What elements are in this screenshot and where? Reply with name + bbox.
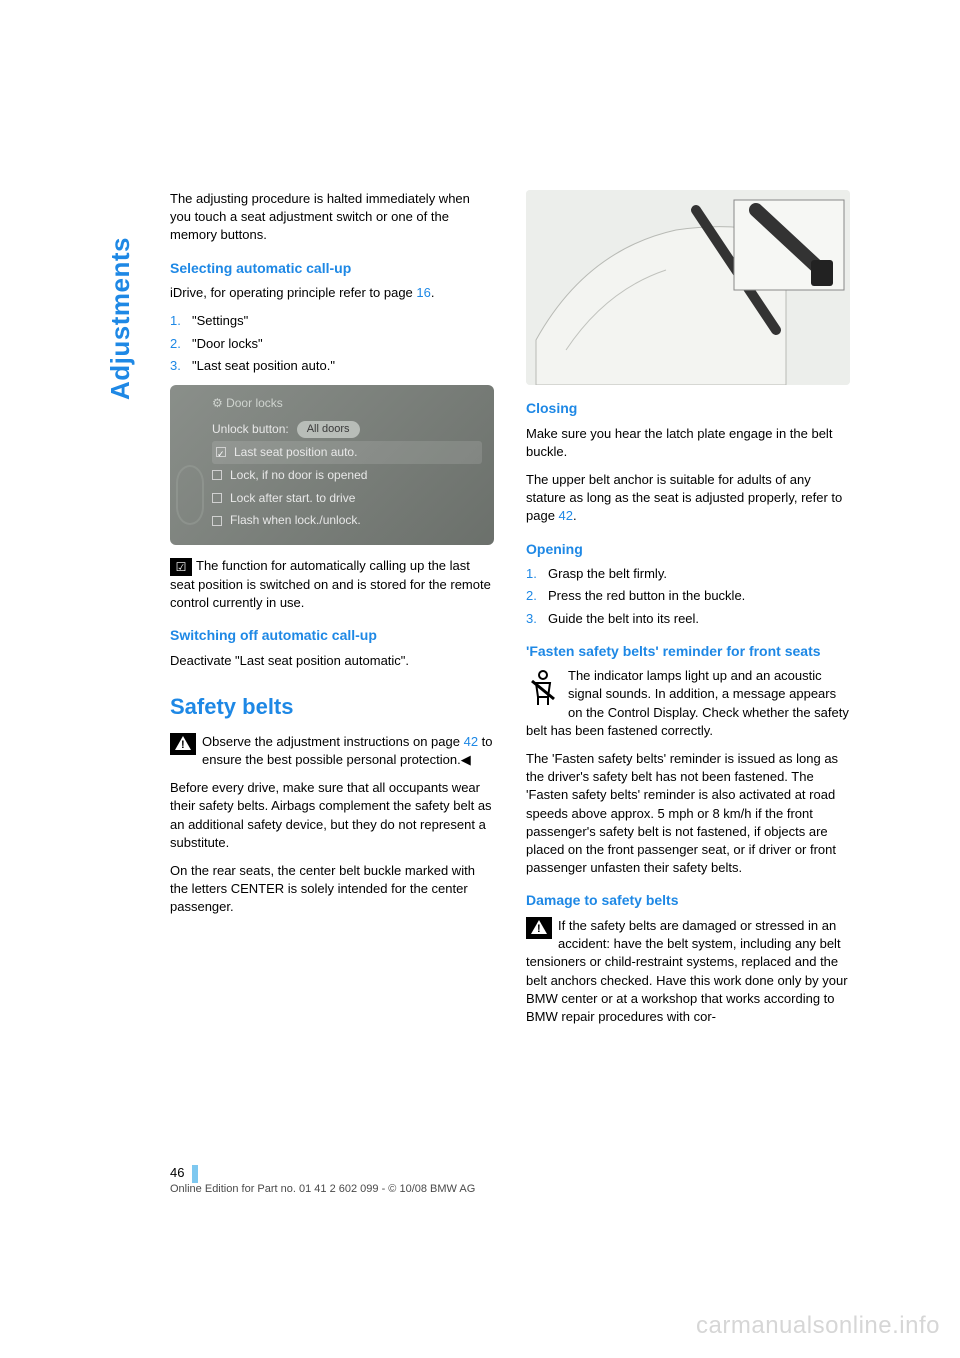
page-content: The adjusting procedure is halted immedi… [170, 190, 850, 1036]
idrive-ref-text: iDrive, for operating principle refer to… [170, 284, 494, 302]
right-column: Closing Make sure you hear the latch pla… [526, 190, 850, 1036]
heading-selecting-auto-callup: Selecting automatic call-up [170, 259, 494, 279]
step-number: 2. [526, 587, 537, 605]
func-stored-text: ☑The function for automatically calling … [170, 557, 494, 612]
switch-off-body: Deactivate "Last seat position automatic… [170, 652, 494, 670]
func-text-body: The function for automatically calling u… [170, 558, 491, 610]
heading-opening: Opening [526, 540, 850, 560]
seatbelt-illustration [526, 190, 850, 385]
step-item: 2. Press the red button in the buckle. [526, 587, 850, 605]
page-ref-42: 42 [464, 734, 478, 749]
page-footer: 46 Online Edition for Part no. 01 41 2 6… [170, 1165, 850, 1195]
step-text: Guide the belt into its reel. [548, 611, 699, 626]
end-marker-icon: ◀ [461, 752, 471, 767]
closing-p1: Make sure you hear the latch plate engag… [526, 425, 850, 461]
screenshot-row: Lock, if no door is opened [212, 464, 482, 487]
step-text: "Settings" [192, 313, 248, 328]
heading-safety-belts: Safety belts [170, 692, 494, 723]
steps-list-auto-callup: 1. "Settings" 2. "Door locks" 3. "Last seat… [170, 312, 494, 375]
left-column: The adjusting procedure is halted immedi… [170, 190, 494, 1036]
unlock-label: Unlock button: [212, 421, 289, 438]
checkbox-icon [212, 470, 222, 480]
footer-edition-line: Online Edition for Part no. 01 41 2 602 … [170, 1183, 475, 1195]
footer-accent-bar [192, 1165, 198, 1183]
seatbelt-svg [526, 190, 850, 385]
heading-switch-off: Switching off automatic call-up [170, 626, 494, 646]
safety-warn-paragraph: Observe the adjustment instructions on p… [170, 733, 494, 769]
row-label: Lock, if no door is opened [230, 467, 367, 484]
row-label: Last seat position auto. [234, 444, 357, 461]
row-label: Flash when lock./unlock. [230, 512, 361, 529]
step-text: "Door locks" [192, 336, 263, 351]
step-number: 1. [526, 565, 537, 583]
warn-text-a: Observe the adjustment instructions on p… [202, 734, 464, 749]
fasten-p1: The indicator lamps light up and an acou… [526, 667, 850, 740]
seatbelt-indicator-icon [526, 667, 560, 707]
idrive-text-b: . [431, 285, 435, 300]
heading-fasten-reminder: 'Fasten safety belts' reminder for front… [526, 642, 850, 662]
step-item: 3. "Last seat position auto." [170, 357, 494, 375]
closing-p2: The upper belt anchor is suitable for ad… [526, 471, 850, 526]
fasten-p2: The 'Fasten safety belts' reminder is is… [526, 750, 850, 877]
warning-icon [526, 917, 552, 939]
screenshot-title: ⚙ Door locks [212, 395, 482, 412]
step-text: Press the red button in the buckle. [548, 588, 745, 603]
step-item: 1. Grasp the belt firmly. [526, 565, 850, 583]
step-number: 3. [526, 610, 537, 628]
safety-p2: Before every drive, make sure that all o… [170, 779, 494, 852]
screenshot-row-unlock: Unlock button: All doors [212, 418, 482, 441]
intro-paragraph: The adjusting procedure is halted immedi… [170, 190, 494, 245]
idrive-text-a: iDrive, for operating principle refer to… [170, 285, 416, 300]
step-item: 3. Guide the belt into its reel. [526, 610, 850, 628]
step-text: "Last seat position auto." [192, 358, 335, 373]
page-number: 46 [170, 1165, 184, 1180]
checkbox-list-icon: ☑ [170, 558, 192, 576]
step-number: 3. [170, 357, 181, 375]
screenshot-row: Lock after start. to drive [212, 487, 482, 510]
screenshot-row: Last seat position auto. [212, 441, 482, 464]
step-number: 2. [170, 335, 181, 353]
watermark-text: carmanualsonline.info [696, 1312, 940, 1340]
closing-p2b: . [573, 508, 577, 523]
step-number: 1. [170, 312, 181, 330]
page-ref-42b: 42 [559, 508, 573, 523]
step-item: 1. "Settings" [170, 312, 494, 330]
heading-damage: Damage to safety belts [526, 891, 850, 911]
damage-p1: If the safety belts are damaged or stres… [526, 917, 850, 1026]
unlock-value-pill: All doors [297, 421, 360, 438]
row-label: Lock after start. to drive [230, 490, 355, 507]
fasten-p1-text: The indicator lamps light up and an acou… [526, 668, 849, 738]
step-item: 2. "Door locks" [170, 335, 494, 353]
idrive-controller-icon [176, 465, 204, 525]
safety-p3: On the rear seats, the center belt buckl… [170, 862, 494, 917]
screenshot-title-text: Door locks [226, 396, 283, 410]
screenshot-row: Flash when lock./unlock. [212, 509, 482, 532]
checkbox-icon [216, 447, 226, 457]
warning-icon [170, 733, 196, 755]
steps-list-opening: 1. Grasp the belt firmly. 2. Press the red… [526, 565, 850, 628]
step-text: Grasp the belt firmly. [548, 566, 667, 581]
page-ref-16: 16 [416, 285, 430, 300]
heading-closing: Closing [526, 399, 850, 419]
checkbox-icon [212, 516, 222, 526]
sidebar-section-label: Adjustments [105, 237, 136, 400]
damage-p1-text: If the safety belts are damaged or stres… [526, 918, 848, 1024]
checkbox-icon [212, 493, 222, 503]
idrive-screenshot: ⚙ Door locks Unlock button: All doors La… [170, 385, 494, 545]
